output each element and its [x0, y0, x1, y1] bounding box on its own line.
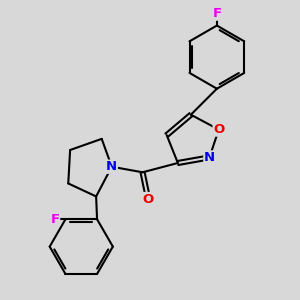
- Text: N: N: [106, 160, 117, 173]
- Text: O: O: [213, 123, 224, 136]
- Text: F: F: [212, 7, 221, 20]
- Text: F: F: [50, 213, 60, 226]
- Text: N: N: [204, 151, 215, 164]
- Text: O: O: [142, 193, 154, 206]
